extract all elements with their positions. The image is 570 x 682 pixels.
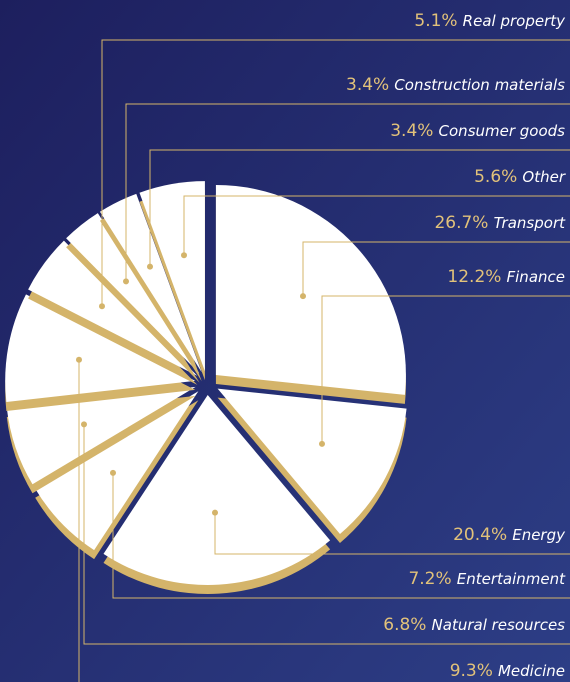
category-label: Medicine: [498, 662, 565, 680]
category-label: Transport: [494, 214, 567, 232]
data-label: 7.2% Entertainment: [408, 569, 566, 589]
leader-line: [214, 512, 570, 555]
data-label: 9.3% Medicine: [450, 661, 565, 681]
leader-dot: [110, 469, 116, 476]
data-label: 3.4% Consumer goods: [390, 121, 565, 141]
leader-dot: [76, 356, 82, 363]
data-label: 20.4% Energy: [453, 525, 566, 545]
value-label: 20.4%: [453, 525, 507, 545]
leader-line: [302, 241, 570, 297]
value-label: 9.3%: [450, 661, 493, 681]
value-label: 26.7%: [434, 213, 488, 233]
leader-line: [149, 149, 570, 267]
data-label: 3.4% Construction materials: [346, 75, 565, 95]
leader-line: [78, 359, 80, 682]
value-label: 3.4%: [390, 121, 433, 141]
slice: [28, 240, 198, 376]
slice: [99, 193, 202, 373]
slice: [217, 388, 407, 534]
leader-dot: [212, 509, 218, 516]
category-label: Entertainment: [457, 570, 566, 588]
category-label: Real property: [463, 12, 566, 30]
category-label: Natural resources: [432, 616, 566, 634]
slice: [215, 184, 406, 395]
value-label: 5.1%: [414, 11, 457, 31]
leader-dot: [300, 293, 306, 300]
slice: [35, 391, 199, 551]
data-label: 5.6% Other: [474, 167, 566, 187]
pie: [5, 181, 407, 594]
slice: [5, 294, 196, 402]
slice: [139, 181, 205, 372]
slice: [6, 386, 196, 485]
value-label: 5.6%: [474, 167, 517, 187]
leader-dot: [99, 303, 105, 310]
data-label: 6.8% Natural resources: [383, 615, 565, 635]
leader-dot: [81, 421, 87, 428]
leader-dot: [181, 252, 187, 259]
leader-dot: [123, 278, 129, 285]
value-label: 12.2%: [447, 267, 501, 287]
category-label: Consumer goods: [439, 122, 566, 140]
slice: [103, 394, 331, 585]
leader-dot: [147, 263, 153, 270]
leader-line: [101, 39, 570, 307]
leader-dot: [319, 440, 325, 447]
slice: [66, 213, 200, 374]
value-label: 7.2%: [408, 569, 451, 589]
leader-line: [321, 295, 570, 444]
category-label: Energy: [512, 526, 566, 544]
category-label: Other: [522, 168, 565, 186]
data-label: 26.7% Transport: [434, 213, 566, 233]
labels: 26.7% Transport 12.2% Finance 20.4% Energy…: [76, 11, 570, 682]
value-label: 6.8%: [383, 615, 426, 635]
leader-line: [112, 472, 570, 599]
data-label: 5.1% Real property: [414, 11, 566, 31]
leader-line: [83, 424, 570, 645]
leader-line: [125, 103, 570, 282]
leader-line: [183, 195, 570, 256]
value-label: 3.4%: [346, 75, 389, 95]
data-label: 12.2% Finance: [447, 267, 565, 287]
category-label: Construction materials: [394, 76, 565, 94]
category-label: Finance: [507, 268, 565, 286]
